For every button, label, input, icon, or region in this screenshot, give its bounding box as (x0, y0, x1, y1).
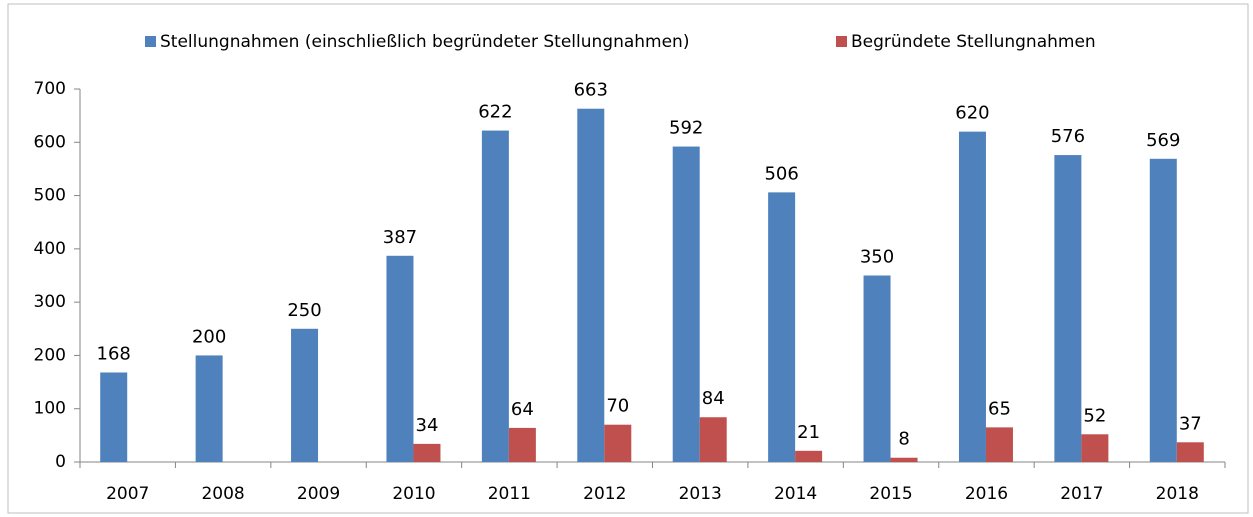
data-label: 506 (764, 163, 798, 184)
y-tick-label: 200 (34, 345, 66, 365)
bar (863, 275, 891, 462)
x-tick-label: 2011 (488, 484, 531, 504)
x-tick-label: 2013 (679, 484, 722, 504)
bar (1054, 155, 1082, 462)
bar (291, 328, 319, 462)
data-label: 37 (1179, 413, 1202, 434)
x-tick-label: 2014 (774, 484, 817, 504)
bar (195, 355, 223, 462)
data-label: 21 (797, 422, 820, 443)
data-label: 350 (860, 247, 894, 268)
bar (481, 130, 509, 462)
bar (958, 131, 986, 462)
bar (795, 450, 823, 462)
bar (508, 427, 536, 462)
y-tick-label: 100 (34, 399, 66, 419)
data-label: 168 (97, 343, 131, 364)
data-label: 70 (606, 396, 629, 417)
data-label: 592 (669, 118, 703, 139)
y-tick-label: 700 (34, 79, 66, 99)
legend-label: Begründete Stellungnahmen (851, 32, 1096, 52)
x-tick-label: 2010 (392, 484, 435, 504)
data-label: 64 (511, 399, 534, 420)
bar (604, 424, 632, 462)
x-tick-label: 2012 (583, 484, 626, 504)
legend-label: Stellungnahmen (einschließlich begründet… (160, 32, 689, 52)
bar (100, 372, 128, 462)
x-tick-label: 2009 (297, 484, 340, 504)
bar (672, 146, 700, 462)
y-tick-label: 0 (55, 452, 66, 472)
bar (1081, 434, 1109, 462)
data-label: 65 (988, 398, 1011, 419)
x-tick-label: 2008 (201, 484, 244, 504)
bar (890, 457, 918, 462)
bar (386, 255, 414, 462)
data-label: 200 (192, 326, 226, 347)
bar (577, 108, 605, 463)
x-tick-label: 2018 (1156, 484, 1199, 504)
data-label: 620 (955, 103, 989, 124)
x-tick-label: 2015 (869, 484, 912, 504)
data-label: 569 (1146, 130, 1180, 151)
chart-border (7, 3, 1249, 514)
data-label: 52 (1083, 405, 1106, 426)
data-label: 84 (702, 388, 725, 409)
x-tick-label: 2007 (106, 484, 149, 504)
bar (768, 192, 796, 463)
legend-swatch (145, 36, 156, 47)
bar (985, 427, 1013, 462)
legend-swatch (836, 36, 847, 47)
data-label: 34 (416, 415, 439, 436)
bar (413, 443, 441, 462)
data-label: 250 (287, 300, 321, 321)
data-label: 663 (574, 80, 608, 101)
y-tick-label: 300 (34, 292, 66, 312)
y-tick-label: 500 (34, 186, 66, 206)
x-tick-label: 2016 (965, 484, 1008, 504)
data-label: 387 (383, 227, 417, 248)
x-tick-label: 2017 (1060, 484, 1103, 504)
data-label: 622 (478, 102, 512, 123)
y-tick-label: 400 (34, 239, 66, 259)
data-label: 8 (898, 429, 909, 450)
bar (699, 417, 727, 462)
data-label: 576 (1051, 126, 1085, 147)
y-tick-label: 600 (34, 132, 66, 152)
bar (1176, 442, 1204, 462)
bar (1149, 158, 1177, 462)
